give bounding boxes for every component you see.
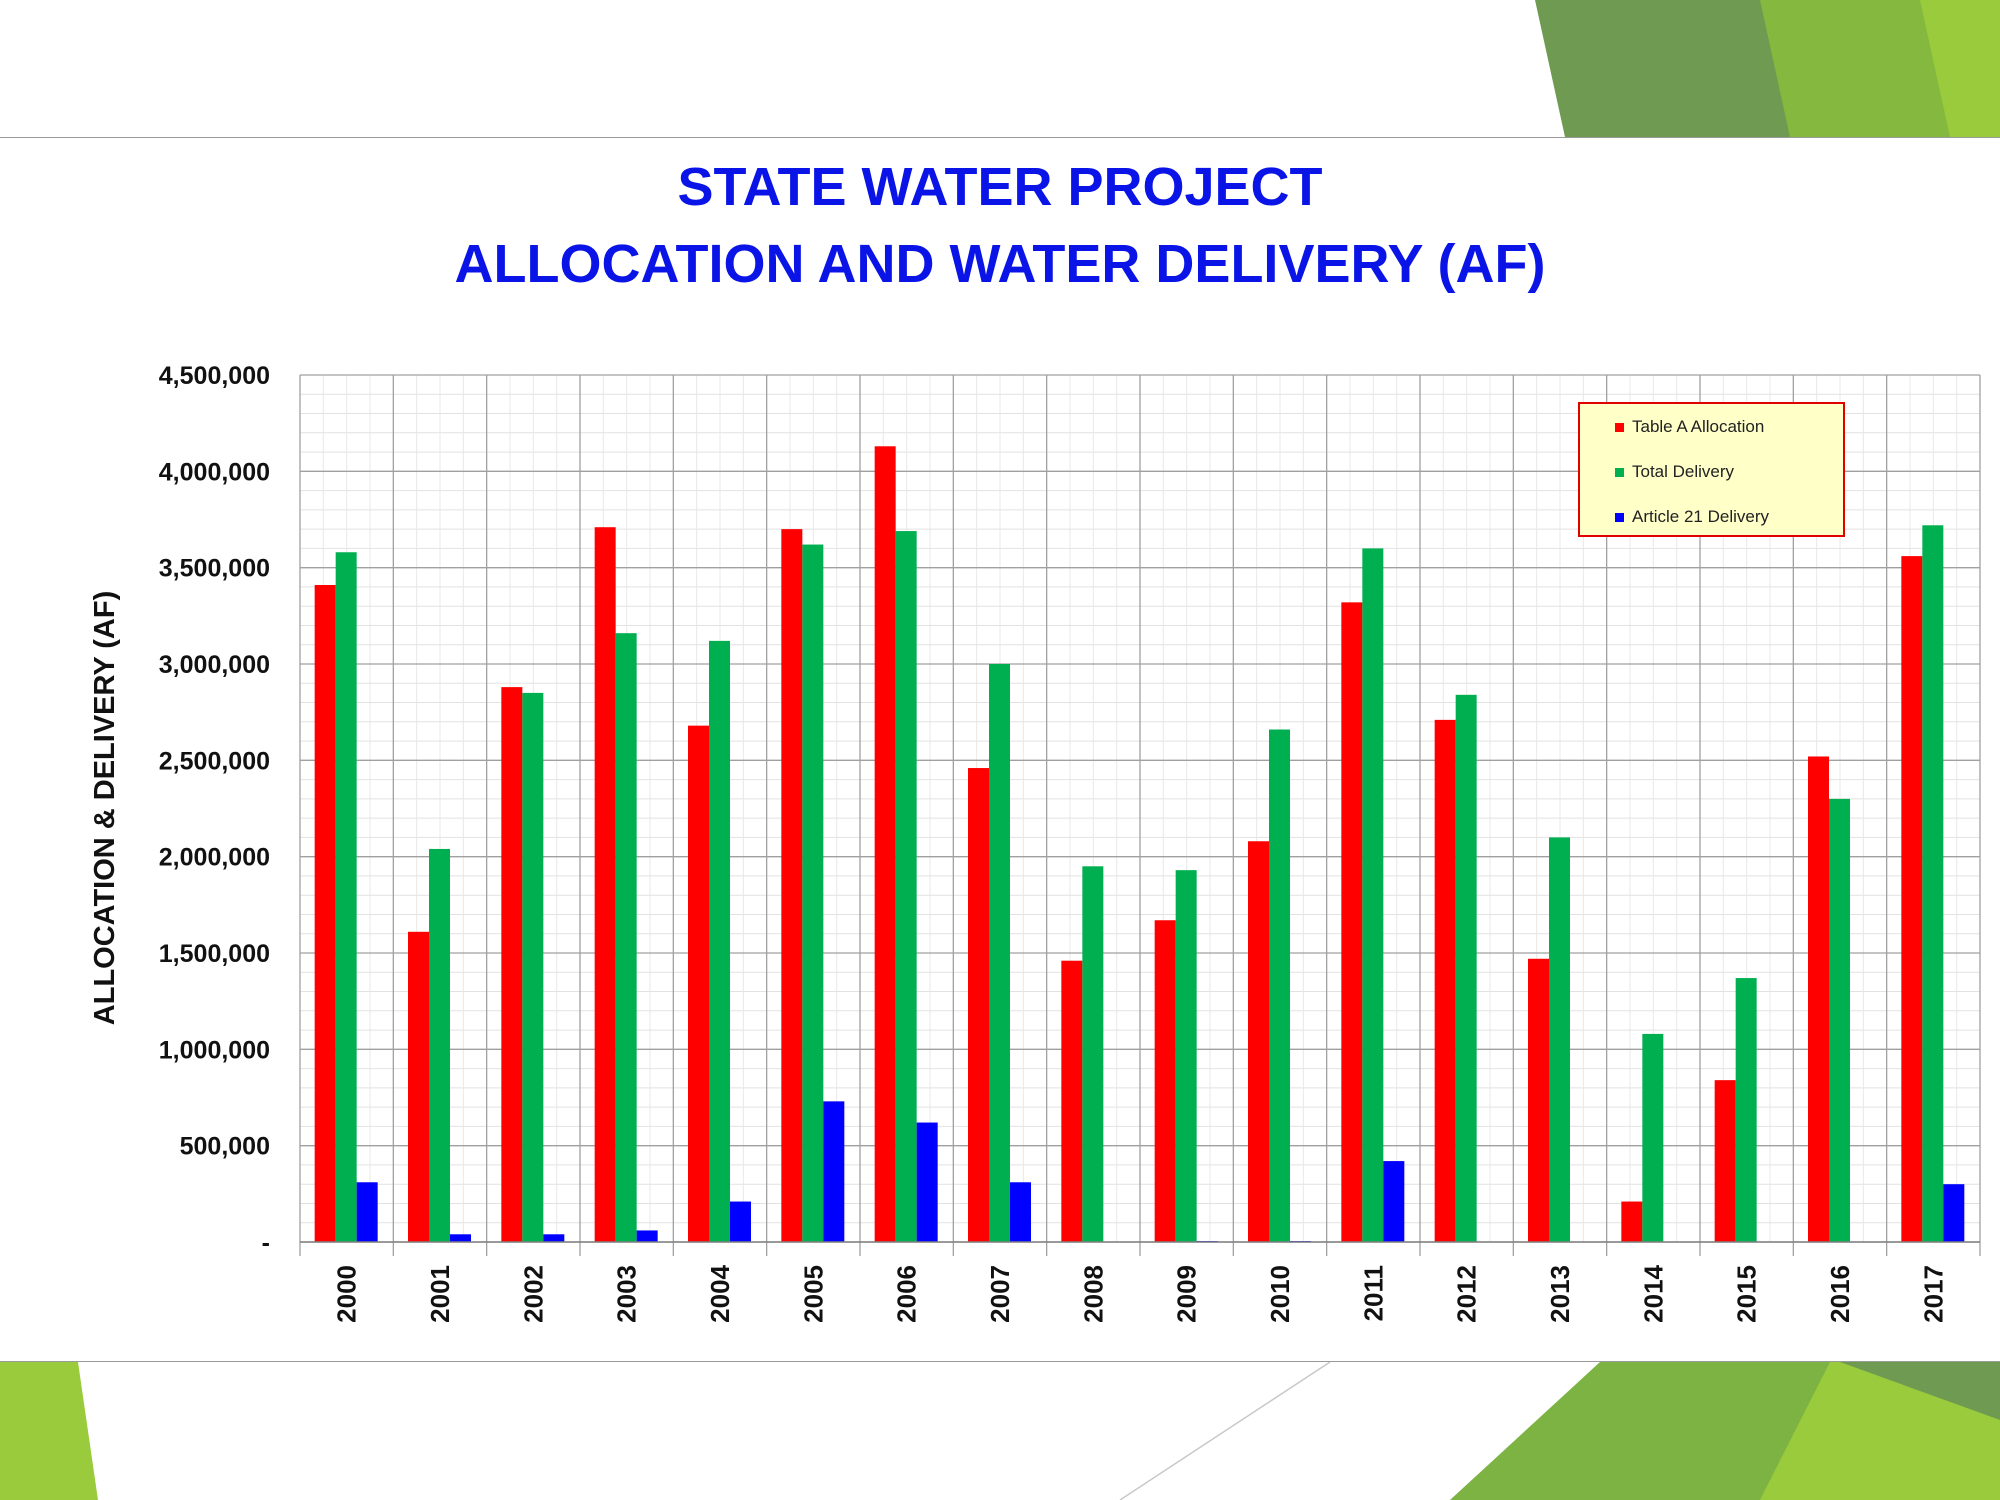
legend-label: Table A Allocation — [1632, 417, 1765, 436]
legend-swatch — [1615, 423, 1624, 432]
y-tick-label: 3,500,000 — [159, 555, 270, 583]
x-tick-label: 2004 — [705, 1264, 735, 1322]
bar — [1362, 548, 1384, 1242]
bar — [1010, 1182, 1031, 1242]
x-tick-label: 2009 — [1172, 1265, 1202, 1323]
y-tick-label: 2,000,000 — [159, 844, 270, 872]
bar — [1528, 958, 1549, 1242]
bar — [335, 552, 357, 1242]
x-tick-label: 2016 — [1825, 1265, 1855, 1323]
x-tick-label: 2011 — [1358, 1265, 1388, 1321]
y-tick-label: - — [262, 1229, 270, 1257]
decor-shape — [1840, 1362, 2000, 1420]
bar — [356, 1182, 378, 1242]
bar — [1341, 602, 1363, 1242]
bar — [1808, 756, 1829, 1242]
legend-swatch — [1615, 468, 1624, 477]
bar — [1829, 798, 1850, 1242]
bar — [1943, 1184, 1965, 1242]
x-tick-label: 2014 — [1638, 1264, 1668, 1322]
decor-shape — [1535, 0, 1805, 137]
bar — [429, 848, 450, 1242]
y-tick-label: 500,000 — [180, 1133, 270, 1161]
bar — [730, 1201, 751, 1242]
bar — [1154, 920, 1176, 1242]
bar — [781, 529, 803, 1242]
bar — [615, 633, 637, 1242]
x-tick-label: 2001 — [425, 1265, 455, 1323]
decor-shape — [1920, 0, 2000, 137]
bar — [802, 544, 824, 1242]
x-tick-label: 2005 — [798, 1265, 828, 1323]
bar — [895, 531, 917, 1242]
bar — [522, 692, 544, 1242]
bar — [594, 527, 616, 1242]
decor-shape — [0, 1362, 98, 1500]
x-tick-label: 2010 — [1265, 1265, 1295, 1323]
y-tick-label: 1,000,000 — [159, 1036, 270, 1064]
decor-line — [1119, 1361, 1331, 1500]
x-tick-label: 2003 — [612, 1265, 642, 1323]
bar — [1922, 525, 1944, 1242]
y-tick-label: 2,500,000 — [159, 747, 270, 775]
bar — [1549, 837, 1570, 1242]
bar — [1714, 1080, 1736, 1242]
bar — [1455, 694, 1477, 1242]
bar — [314, 585, 336, 1242]
bar — [501, 687, 523, 1242]
x-tick-label: 2008 — [1078, 1265, 1108, 1323]
y-axis-title: ALLOCATION & DELIVERY (AF) — [89, 591, 121, 1025]
bar — [989, 664, 1010, 1242]
x-tick-label: 2000 — [332, 1265, 362, 1323]
legend-label: Total Delivery — [1632, 462, 1735, 481]
x-tick-label: 2012 — [1452, 1265, 1482, 1323]
bar — [1269, 729, 1290, 1242]
chart-title-line-2: ALLOCATION AND WATER DELIVERY (AF) — [454, 234, 1546, 294]
y-tick-label: 4,000,000 — [159, 458, 270, 486]
legend-item: Article 21 Delivery — [1615, 506, 1769, 528]
bar — [1061, 960, 1083, 1242]
y-tick-label: 1,500,000 — [159, 940, 270, 968]
decor-shape — [1450, 1362, 1830, 1500]
bar — [1175, 870, 1197, 1242]
bar — [1383, 1161, 1405, 1242]
bar — [1621, 1201, 1643, 1242]
bar — [1642, 1033, 1664, 1242]
bar — [916, 1122, 938, 1242]
x-tick-label: 2006 — [892, 1265, 922, 1323]
x-tick-label: 2002 — [518, 1265, 548, 1323]
bar — [874, 446, 896, 1243]
legend-item: Total Delivery — [1615, 461, 1735, 483]
y-tick-label: 4,500,000 — [159, 362, 270, 390]
bar — [688, 725, 709, 1242]
bar — [1901, 556, 1923, 1242]
legend-label: Article 21 Delivery — [1632, 507, 1769, 526]
y-tick-label: 3,000,000 — [159, 651, 270, 679]
bar — [450, 1234, 471, 1242]
x-tick-label: 2013 — [1545, 1265, 1575, 1323]
chart-title-line-1: STATE WATER PROJECT — [677, 157, 1323, 217]
chart-legend: Table A Allocation Total Delivery Articl… — [1578, 402, 1845, 537]
bar — [1248, 841, 1269, 1242]
bar — [543, 1234, 565, 1242]
bar — [1434, 719, 1456, 1242]
bar — [636, 1230, 658, 1242]
legend-swatch — [1615, 513, 1624, 522]
bar-chart: - 500,000 1,000,000 1,500,000 2,000,000 2,500… — [89, 362, 1981, 1323]
bar — [408, 931, 429, 1242]
bar — [1735, 978, 1757, 1242]
legend-item: Table A Allocation — [1615, 416, 1765, 438]
bar — [968, 768, 989, 1242]
x-tick-label: 2007 — [985, 1265, 1015, 1323]
bar — [823, 1101, 845, 1242]
bar — [709, 640, 730, 1242]
bar — [1082, 866, 1104, 1242]
x-tick-label: 2015 — [1732, 1265, 1762, 1323]
x-tick-label: 2017 — [1918, 1265, 1948, 1323]
